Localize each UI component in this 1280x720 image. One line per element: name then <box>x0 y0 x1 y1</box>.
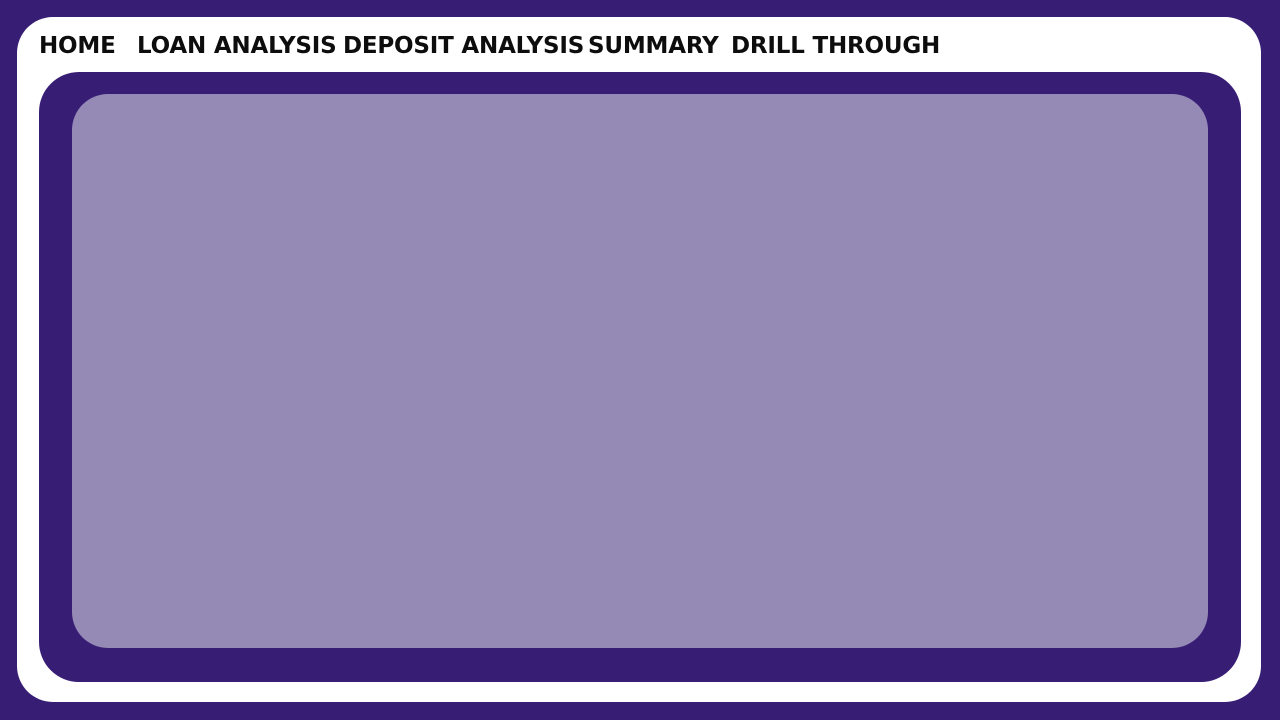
nav-drill-through-link[interactable]: DRILL THROUGH <box>731 33 941 59</box>
dashboard-frame: HOME LOAN ANALYSIS DEPOSIT ANALYSIS SUMM… <box>17 17 1261 702</box>
content-panel-inner <box>72 94 1208 648</box>
nav-home-link[interactable]: HOME <box>39 33 116 59</box>
nav-summary-link[interactable]: SUMMARY <box>588 33 719 59</box>
top-navigation: HOME LOAN ANALYSIS DEPOSIT ANALYSIS SUMM… <box>17 17 1261 73</box>
content-panel-outer <box>39 72 1241 682</box>
nav-loan-analysis-link[interactable]: LOAN ANALYSIS <box>137 33 337 59</box>
nav-deposit-analysis-link[interactable]: DEPOSIT ANALYSIS <box>343 33 585 59</box>
